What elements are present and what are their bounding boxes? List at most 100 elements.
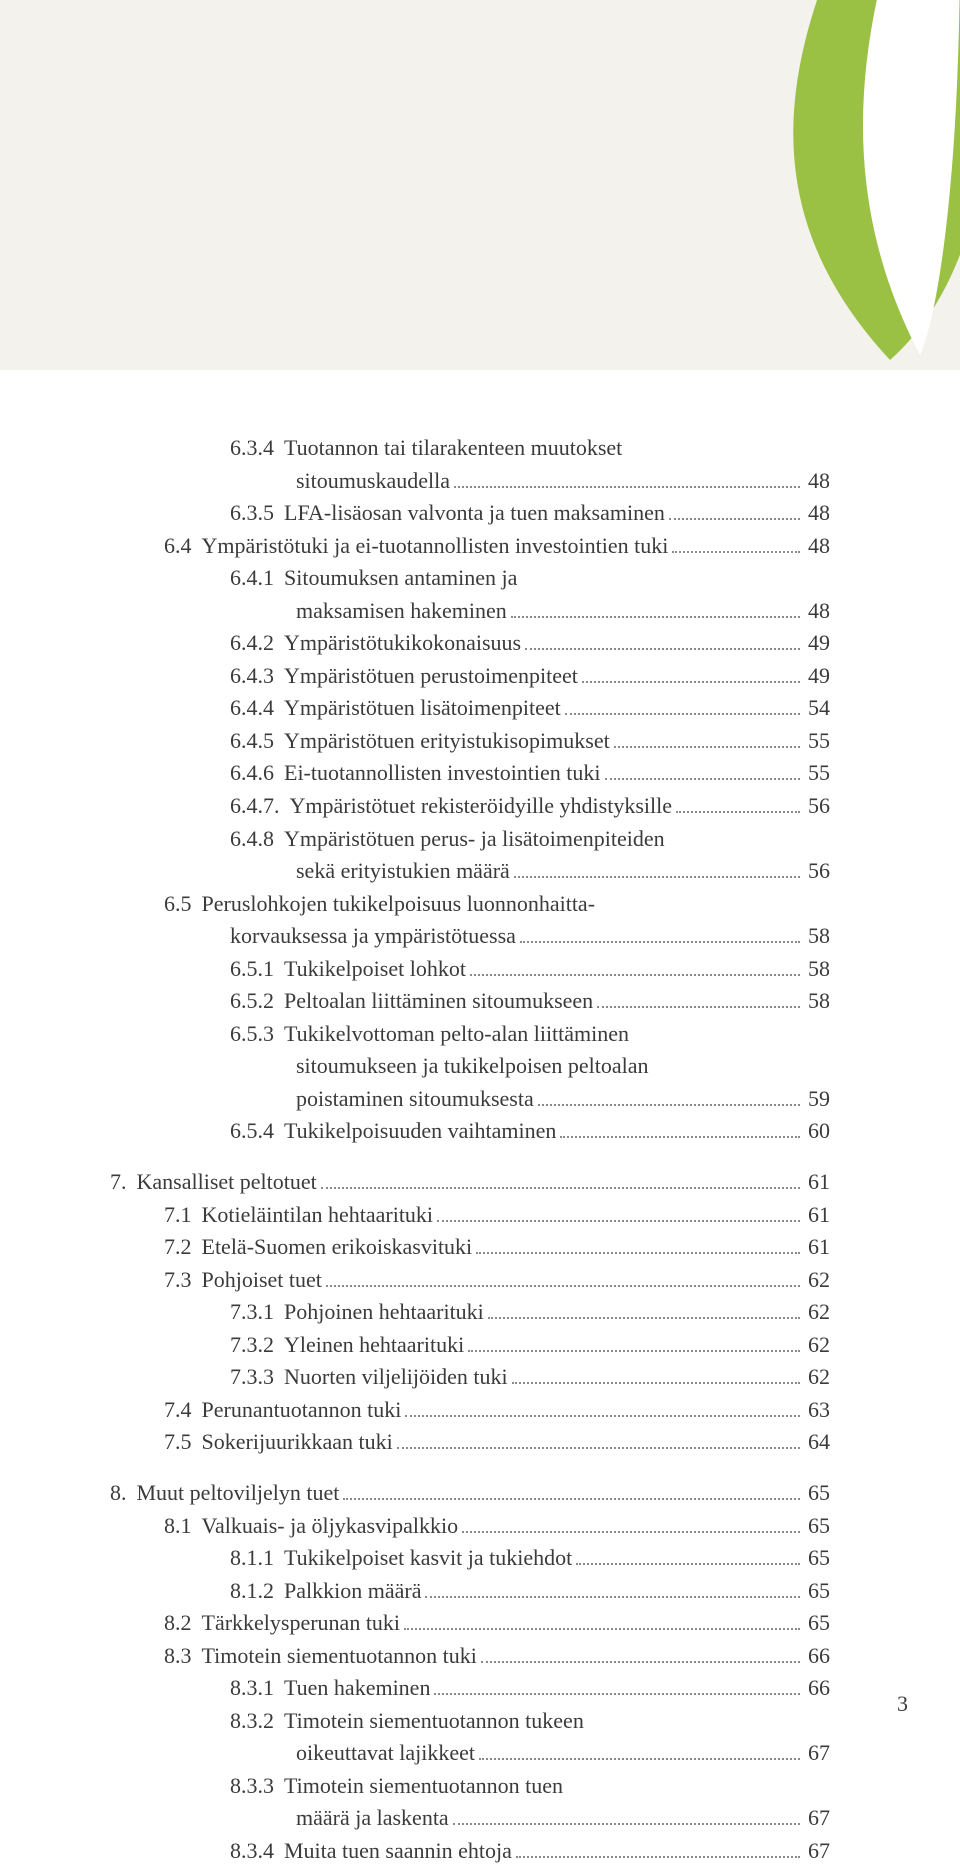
toc-entry-continuation: sitoumuskaudella48 — [110, 465, 830, 498]
toc-number: 8.1.1 — [230, 1542, 284, 1575]
toc-title: Tukikelpoiset lohkot — [284, 953, 466, 986]
header-banner — [0, 0, 960, 370]
toc-entry-continuation: maksamisen hakeminen 48 — [110, 595, 830, 628]
toc-title: Muut peltoviljelyn tuet — [137, 1477, 340, 1510]
toc-page: 48 — [804, 530, 830, 563]
toc-entry: 8.2Tärkkelysperunan tuki 65 — [110, 1607, 830, 1640]
toc-entry: 6.4.3Ympäristötuen perustoimenpiteet49 — [110, 660, 830, 693]
toc-title: Kotieläintilan hehtaarituki — [202, 1199, 434, 1232]
toc-page: 67 — [804, 1802, 830, 1835]
toc-title: Peruslohkojen tukikelpoisuus luonnonhait… — [202, 888, 596, 921]
toc-number: 6.4.1 — [230, 562, 284, 595]
toc-entry: 6.5.1Tukikelpoiset lohkot 58 — [110, 953, 830, 986]
toc-title: Sitoumuksen antaminen ja — [284, 562, 517, 595]
toc-number: 6.4.6 — [230, 757, 284, 790]
toc-number: 6.4.3 — [230, 660, 284, 693]
toc-page: 49 — [804, 627, 830, 660]
toc-number: 8.3.1 — [230, 1672, 284, 1705]
toc-number: 6.4.4 — [230, 692, 284, 725]
toc-number: 7. — [110, 1166, 137, 1199]
toc-entry-continuation: sitoumukseen ja tukikelpoisen peltoalan — [110, 1050, 830, 1083]
toc-number: 6.4.7. — [230, 790, 290, 823]
toc-title: Tukikelvottoman pelto-alan liittäminen — [284, 1018, 629, 1051]
toc-entry: 6.4.4Ympäristötuen lisätoimenpiteet54 — [110, 692, 830, 725]
toc-entry: 6.4Ympäristötuki ja ei-tuotannollisten i… — [110, 530, 830, 563]
toc-number: 7.2 — [164, 1231, 202, 1264]
toc-entry: 8.1.2Palkkion määrä65 — [110, 1575, 830, 1608]
toc-entry: 7.3.3Nuorten viljelijöiden tuki62 — [110, 1361, 830, 1394]
toc-page: 60 — [804, 1115, 830, 1148]
toc-title: Nuorten viljelijöiden tuki — [284, 1361, 508, 1394]
toc-number: 6.4.5 — [230, 725, 284, 758]
toc-title: Muita tuen saannin ehtoja — [284, 1835, 512, 1868]
toc-page: 58 — [804, 920, 830, 953]
toc-number: 8.3.4 — [230, 1835, 284, 1868]
toc-title: määrä ja laskenta — [296, 1802, 449, 1835]
toc-title: Timotein siementuotannon tuki — [202, 1640, 477, 1673]
toc-title: Timotein siementuotannon tukeen — [284, 1705, 584, 1738]
toc-title: korvauksessa ja ympäristötuessa — [230, 920, 516, 953]
toc-title: maksamisen hakeminen — [296, 595, 507, 628]
toc-title: Ympäristötuen perustoimenpiteet — [284, 660, 578, 693]
toc-page: 56 — [804, 790, 830, 823]
toc-title: Tärkkelysperunan tuki — [202, 1607, 401, 1640]
toc-number: 8.2 — [164, 1607, 202, 1640]
toc-entry: 8.3.3Timotein siementuotannon tuen — [110, 1770, 830, 1803]
toc-title: poistaminen sitoumuksesta — [296, 1083, 534, 1116]
toc-title: sekä erityistukien määrä — [296, 855, 510, 888]
toc-entry: 7.5Sokerijuurikkaan tuki64 — [110, 1426, 830, 1459]
toc-entry-continuation: oikeuttavat lajikkeet 67 — [110, 1737, 830, 1770]
toc-entry: 8.3.4Muita tuen saannin ehtoja 67 — [110, 1835, 830, 1868]
toc-title: oikeuttavat lajikkeet — [296, 1737, 475, 1770]
toc-number: 6.4.8 — [230, 823, 284, 856]
toc-number: 7.3.3 — [230, 1361, 284, 1394]
toc-title: LFA-lisäosan valvonta ja tuen maksaminen — [284, 497, 665, 530]
toc-entry: 6.5Peruslohkojen tukikelpoisuus luonnonh… — [110, 888, 830, 921]
toc-page: 59 — [804, 1083, 830, 1116]
toc-title: Pohjoiset tuet — [202, 1264, 322, 1297]
toc-number: 7.3.2 — [230, 1329, 284, 1362]
toc-number: 8.1.2 — [230, 1575, 284, 1608]
toc-number: 8.3 — [164, 1640, 202, 1673]
toc-page: 65 — [804, 1477, 830, 1510]
toc-title: Ympäristötukikokonaisuus — [284, 627, 521, 660]
toc-entry: 7.2Etelä-Suomen erikoiskasvituki61 — [110, 1231, 830, 1264]
toc-title: Timotein siementuotannon tuen — [284, 1770, 563, 1803]
toc-entry: 6.4.1Sitoumuksen antaminen ja — [110, 562, 830, 595]
toc-number: 6.5.2 — [230, 985, 284, 1018]
toc-number: 6.5.4 — [230, 1115, 284, 1148]
toc-entry: 8.1.1Tukikelpoiset kasvit ja tukiehdot65 — [110, 1542, 830, 1575]
toc-number: 6.4.2 — [230, 627, 284, 660]
toc-page: 62 — [804, 1296, 830, 1329]
toc-number: 6.3.4 — [230, 432, 284, 465]
toc-title: Ympäristötuen lisätoimenpiteet — [284, 692, 561, 725]
toc-page: 65 — [804, 1607, 830, 1640]
table-of-contents: 6.3.4Tuotannon tai tilarakenteen muutoks… — [110, 432, 830, 1868]
toc-number: 7.1 — [164, 1199, 202, 1232]
toc-page: 67 — [804, 1737, 830, 1770]
toc-number: 6.5.3 — [230, 1018, 284, 1051]
toc-title: Pohjoinen hehtaarituki — [284, 1296, 484, 1329]
toc-title: Ympäristötuen perus- ja lisätoimenpiteid… — [284, 823, 665, 856]
toc-entry: 6.5.2Peltoalan liittäminen sitoumukseen5… — [110, 985, 830, 1018]
toc-entry: 6.5.3Tukikelvottoman pelto-alan liittämi… — [110, 1018, 830, 1051]
toc-entry-continuation: korvauksessa ja ympäristötuessa 58 — [110, 920, 830, 953]
toc-page: 55 — [804, 725, 830, 758]
toc-entry: 7.1Kotieläintilan hehtaarituki61 — [110, 1199, 830, 1232]
toc-page: 67 — [804, 1835, 830, 1868]
toc-entry: 6.4.8Ympäristötuen perus- ja lisätoimenp… — [110, 823, 830, 856]
toc-title: sitoumukseen ja tukikelpoisen peltoalan — [296, 1050, 649, 1083]
toc-entry: 8.Muut peltoviljelyn tuet65 — [110, 1477, 830, 1510]
toc-title: Kansalliset peltotuet — [137, 1166, 317, 1199]
toc-page: 58 — [804, 953, 830, 986]
toc-page: 66 — [804, 1672, 830, 1705]
toc-entry-continuation: määrä ja laskenta 67 — [110, 1802, 830, 1835]
toc-number: 6.3.5 — [230, 497, 284, 530]
toc-number: 6.5.1 — [230, 953, 284, 986]
toc-title: Tuen hakeminen — [284, 1672, 430, 1705]
toc-number: 7.5 — [164, 1426, 202, 1459]
toc-page: 48 — [804, 497, 830, 530]
toc-page: 48 — [804, 595, 830, 628]
toc-page: 61 — [804, 1231, 830, 1264]
toc-number: 8.3.3 — [230, 1770, 284, 1803]
